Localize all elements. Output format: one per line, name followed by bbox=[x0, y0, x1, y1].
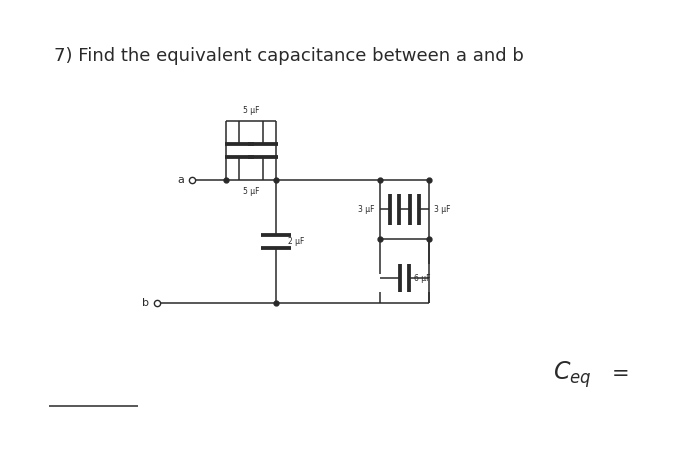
Text: 5 μF: 5 μF bbox=[243, 187, 260, 196]
Text: b: b bbox=[142, 297, 149, 308]
Text: 5 μF: 5 μF bbox=[243, 106, 260, 115]
Text: 7) Find the equivalent capacitance between a and b: 7) Find the equivalent capacitance betwe… bbox=[54, 47, 524, 65]
Text: 3 μF: 3 μF bbox=[358, 205, 375, 214]
Text: 3 μF: 3 μF bbox=[434, 205, 451, 214]
Text: a: a bbox=[177, 175, 184, 185]
Text: $C_{eq}$: $C_{eq}$ bbox=[552, 359, 591, 390]
Text: =: = bbox=[612, 364, 629, 384]
Text: 6 μF: 6 μF bbox=[414, 274, 430, 283]
Text: 2 μF: 2 μF bbox=[288, 237, 304, 246]
